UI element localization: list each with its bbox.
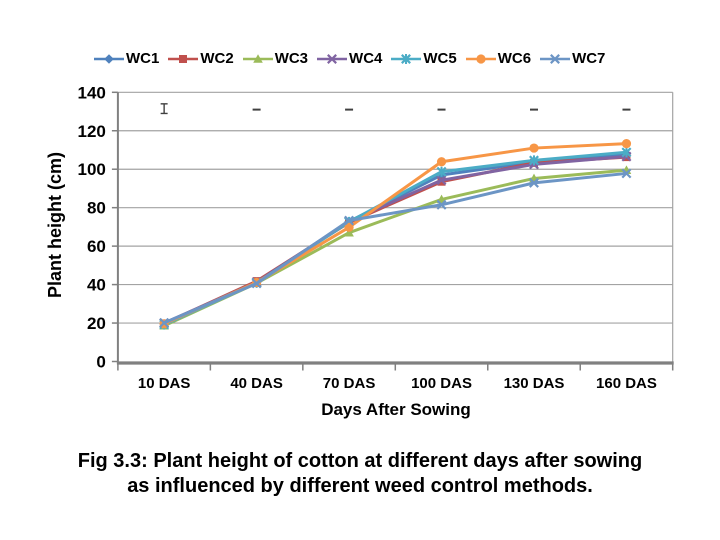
legend-label: WC7 — [572, 50, 606, 67]
legend-item-wc1: WC1 — [94, 50, 159, 67]
caption-line-2: as influenced by different weed control … — [127, 475, 593, 497]
x-tick-label: 130 DAS — [504, 375, 565, 392]
x-axis-title: Days After Sowing — [321, 400, 471, 419]
legend-label: WC3 — [274, 50, 309, 67]
x-tick-label: 160 DAS — [596, 375, 657, 392]
y-tick-label: 20 — [87, 314, 106, 333]
legend-label: WC5 — [423, 50, 457, 67]
legend-marker-icon — [94, 53, 124, 64]
legend-item-wc5: WC5 — [391, 50, 457, 67]
legend-item-wc6: WC6 — [465, 50, 532, 67]
chart-plot: 0 20 40 60 80 100 120 140 10 DAS 40 DAS 70 DAS 100 … — [78, 83, 674, 392]
legend-item-wc2: WC2 — [168, 50, 234, 67]
y-tick-label: 100 — [78, 160, 106, 179]
x-tick-label: 10 DAS — [138, 375, 191, 392]
legend-label: WC1 — [126, 50, 160, 67]
x-tick-label: 40 DAS — [230, 375, 283, 392]
legend-label: WC2 — [200, 50, 234, 67]
legend-label: WC6 — [497, 50, 532, 67]
legend-marker-icon — [465, 53, 496, 64]
x-tick-label: 70 DAS — [323, 375, 376, 392]
y-axis-title: Plant height (cm) — [45, 152, 65, 299]
y-tick-label: 0 — [96, 353, 105, 372]
series-WC4 — [159, 151, 632, 329]
legend-item-wc4: WC4 — [317, 50, 382, 67]
legend-item-wc3: WC3 — [242, 50, 309, 67]
caption-line-1: Fig 3.3: Plant height of cotton at diffe… — [77, 450, 643, 472]
legend-marker-icon — [242, 53, 273, 63]
y-tick-label: 40 — [87, 276, 106, 295]
y-tick-label: 60 — [87, 237, 106, 256]
chart-legend: WC1 WC2 WC3 WC4 WC5 WC6 WC7 — [94, 50, 605, 67]
series-WC3 — [159, 165, 632, 330]
legend-marker-icon — [540, 53, 571, 64]
chart-area: 0 20 40 60 80 100 120 140 10 DAS 40 DAS 70 DAS 100 … — [45, 83, 674, 419]
legend-label: WC4 — [349, 50, 383, 67]
legend-marker-icon — [168, 54, 199, 63]
y-tick-label: 80 — [87, 199, 106, 218]
figure-caption: Fig 3.3: Plant height of cotton at diffe… — [0, 449, 720, 499]
y-tick-label: 140 — [78, 83, 106, 102]
y-tick-label: 120 — [78, 122, 106, 141]
legend-item-wc7: WC7 — [540, 50, 605, 67]
series-WC6 — [159, 139, 632, 329]
x-tick-label: 100 DAS — [411, 375, 472, 392]
error-bar — [160, 103, 631, 115]
series-WC7 — [159, 168, 632, 328]
legend-marker-icon — [317, 53, 348, 64]
legend-marker-icon — [391, 53, 422, 64]
